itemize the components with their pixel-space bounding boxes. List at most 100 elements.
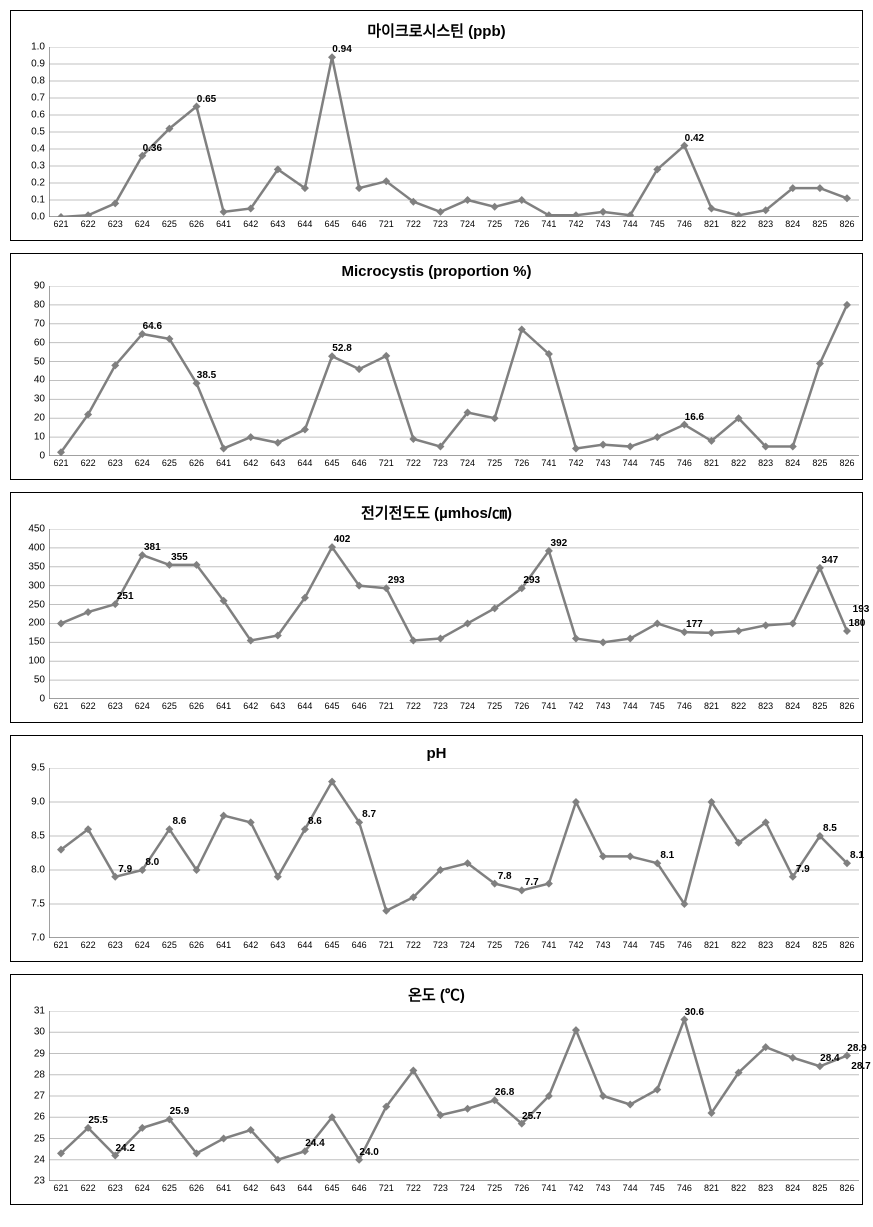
- y-tick-label: 24: [34, 1154, 45, 1165]
- x-tick-label: 643: [270, 458, 285, 468]
- x-tick-label: 725: [487, 219, 502, 229]
- x-tick-label: 645: [325, 219, 340, 229]
- x-tick-label: 742: [568, 219, 583, 229]
- x-tick-label: 644: [297, 458, 312, 468]
- data-point-label: 381: [144, 542, 161, 553]
- x-tick-label: 724: [460, 1183, 475, 1193]
- x-tick-label: 743: [596, 219, 611, 229]
- x-tick-label: 746: [677, 701, 692, 711]
- y-tick-label: 10: [34, 432, 45, 443]
- x-tick-label: 643: [270, 701, 285, 711]
- x-tick-label: 745: [650, 1183, 665, 1193]
- x-tick-label: 721: [379, 701, 394, 711]
- x-tick-label: 741: [541, 940, 556, 950]
- y-tick-label: 50: [34, 675, 45, 686]
- data-point-label: 52.8: [332, 343, 351, 354]
- chart-panel: 마이크로시스틴 (ppb) 0.00.10.20.30.40.50.60.70.8…: [10, 10, 863, 241]
- data-point-label: 251: [117, 591, 134, 602]
- x-tick-label: 745: [650, 458, 665, 468]
- x-tick-label: 646: [352, 458, 367, 468]
- x-tick-label: 642: [243, 1183, 258, 1193]
- x-tick-label: 822: [731, 940, 746, 950]
- x-tick-label: 744: [623, 701, 638, 711]
- x-tick-label: 722: [406, 219, 421, 229]
- data-point-label: 0.65: [197, 93, 216, 104]
- y-tick-label: 28: [34, 1069, 45, 1080]
- data-point-label: 38.5: [197, 370, 216, 381]
- y-tick-label: 80: [34, 299, 45, 310]
- x-tick-label: 621: [53, 219, 68, 229]
- x-tick-label: 622: [81, 219, 96, 229]
- x-tick-label: 624: [135, 701, 150, 711]
- x-tick-label: 741: [541, 1183, 556, 1193]
- y-tick-label: 20: [34, 413, 45, 424]
- x-tick-label: 623: [108, 458, 123, 468]
- x-tick-label: 723: [433, 1183, 448, 1193]
- x-tick-label: 822: [731, 1183, 746, 1193]
- x-tick-label: 624: [135, 1183, 150, 1193]
- x-tick-label: 826: [839, 219, 854, 229]
- x-tick-label: 823: [758, 219, 773, 229]
- y-tick-label: 0.8: [31, 76, 45, 87]
- chart-title: pH: [19, 745, 854, 762]
- x-tick-label: 725: [487, 458, 502, 468]
- x-tick-label: 625: [162, 1183, 177, 1193]
- y-tick-label: 0.4: [31, 144, 45, 155]
- plot-area: 0102030405060708090621622623624625626641…: [49, 286, 859, 456]
- plot-area: 0.00.10.20.30.40.50.60.70.80.91.06216226…: [49, 47, 859, 217]
- x-tick-label: 623: [108, 1183, 123, 1193]
- y-tick-label: 0.5: [31, 127, 45, 138]
- x-tick-label: 644: [297, 701, 312, 711]
- x-tick-label: 824: [785, 701, 800, 711]
- x-tick-label: 723: [433, 458, 448, 468]
- x-tick-label: 745: [650, 940, 665, 950]
- data-point-label: 64.6: [143, 321, 162, 332]
- x-tick-label: 822: [731, 219, 746, 229]
- x-tick-label: 625: [162, 940, 177, 950]
- chart-panel: 온도 (℃)2324252627282930316216226236246256…: [10, 974, 863, 1205]
- x-tick-label: 723: [433, 701, 448, 711]
- chart-svg: [49, 768, 859, 938]
- x-tick-label: 725: [487, 1183, 502, 1193]
- x-tick-label: 722: [406, 458, 421, 468]
- data-point-label: 24.4: [305, 1138, 324, 1149]
- x-tick-label: 621: [53, 1183, 68, 1193]
- data-point-label: 16.6: [685, 411, 704, 422]
- x-tick-label: 743: [596, 458, 611, 468]
- y-tick-label: 40: [34, 375, 45, 386]
- data-point-label: 193: [853, 604, 870, 615]
- y-tick-label: 100: [28, 656, 45, 667]
- x-tick-label: 746: [677, 1183, 692, 1193]
- x-tick-label: 626: [189, 458, 204, 468]
- x-tick-label: 741: [541, 458, 556, 468]
- x-tick-label: 744: [623, 940, 638, 950]
- data-point-label: 25.7: [522, 1110, 541, 1121]
- x-tick-label: 625: [162, 458, 177, 468]
- y-tick-label: 70: [34, 318, 45, 329]
- data-point-label: 8.6: [172, 816, 186, 827]
- chart-svg: [49, 286, 859, 456]
- x-tick-label: 744: [623, 1183, 638, 1193]
- x-tick-label: 623: [108, 940, 123, 950]
- x-tick-label: 826: [839, 701, 854, 711]
- x-tick-label: 721: [379, 940, 394, 950]
- data-point-label: 8.6: [308, 816, 322, 827]
- y-tick-label: 8.0: [31, 865, 45, 876]
- x-tick-label: 743: [596, 1183, 611, 1193]
- data-point-label: 392: [551, 538, 568, 549]
- data-point-label: 8.1: [850, 850, 864, 861]
- y-tick-label: 450: [28, 524, 45, 535]
- x-tick-label: 746: [677, 940, 692, 950]
- y-tick-label: 0: [39, 694, 45, 705]
- data-point-label: 180: [849, 618, 866, 629]
- x-tick-label: 722: [406, 940, 421, 950]
- chart-title: 마이크로시스틴 (ppb): [19, 20, 854, 41]
- x-tick-label: 726: [514, 940, 529, 950]
- y-tick-label: 200: [28, 618, 45, 629]
- x-tick-label: 644: [297, 940, 312, 950]
- y-tick-label: 27: [34, 1091, 45, 1102]
- x-tick-label: 724: [460, 940, 475, 950]
- y-tick-label: 150: [28, 637, 45, 648]
- x-tick-label: 826: [839, 940, 854, 950]
- x-tick-label: 721: [379, 1183, 394, 1193]
